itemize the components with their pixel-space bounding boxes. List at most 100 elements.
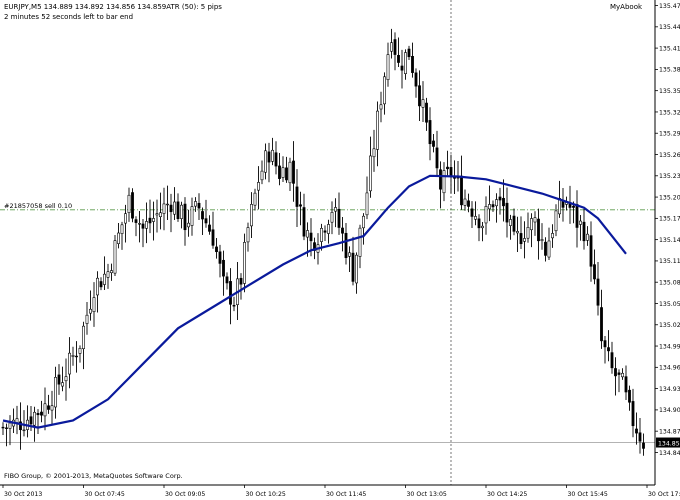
candle[interactable] <box>435 130 439 177</box>
candle[interactable] <box>474 201 477 226</box>
candle[interactable] <box>337 192 341 235</box>
candle[interactable] <box>330 201 334 235</box>
candle[interactable] <box>421 81 425 122</box>
candle[interactable] <box>477 214 481 242</box>
candle[interactable] <box>348 246 351 273</box>
candle[interactable] <box>22 410 26 437</box>
candle[interactable] <box>418 70 421 122</box>
candle[interactable] <box>554 204 558 237</box>
candle[interactable] <box>442 162 446 202</box>
candle[interactable] <box>162 187 166 231</box>
candle[interactable] <box>71 346 75 366</box>
candle[interactable] <box>390 28 393 59</box>
candle[interactable] <box>596 261 600 316</box>
candle[interactable] <box>127 187 131 222</box>
candle[interactable] <box>1 422 5 436</box>
candle[interactable] <box>414 68 418 98</box>
candle[interactable] <box>190 197 194 236</box>
candle[interactable] <box>624 365 628 401</box>
candle[interactable] <box>78 345 82 363</box>
time-axis[interactable]: 30 Oct 2013 30 Oct 07:45 30 Oct 09:05 30 Oc… <box>2 485 680 498</box>
candle[interactable] <box>512 208 516 236</box>
candle[interactable] <box>547 227 551 260</box>
candle[interactable] <box>250 192 253 239</box>
candle[interactable] <box>211 211 215 249</box>
candle[interactable] <box>271 137 274 166</box>
candle[interactable] <box>523 221 526 259</box>
candle[interactable] <box>628 385 631 411</box>
candle[interactable] <box>463 189 467 211</box>
candle[interactable] <box>180 201 183 229</box>
candle[interactable] <box>201 207 204 236</box>
candle[interactable] <box>379 91 383 123</box>
candle[interactable] <box>362 213 365 245</box>
candle[interactable] <box>589 221 593 282</box>
candle[interactable] <box>439 161 442 209</box>
candle[interactable] <box>386 42 390 87</box>
candle[interactable] <box>505 187 509 238</box>
candle[interactable] <box>407 45 411 61</box>
candle[interactable] <box>253 188 257 211</box>
candle[interactable] <box>89 290 92 321</box>
candle[interactable] <box>509 214 512 240</box>
candle[interactable] <box>467 193 470 213</box>
candle[interactable] <box>64 358 68 401</box>
candle[interactable] <box>400 49 404 89</box>
candle[interactable] <box>169 193 173 233</box>
candle[interactable] <box>225 272 229 290</box>
candle[interactable] <box>278 152 281 186</box>
candle[interactable] <box>432 134 435 153</box>
candle[interactable] <box>99 277 103 291</box>
candle[interactable] <box>36 409 40 435</box>
candle[interactable] <box>92 282 96 327</box>
candle[interactable] <box>603 335 607 364</box>
candle[interactable] <box>376 101 379 167</box>
candle[interactable] <box>411 42 414 78</box>
candle[interactable] <box>526 212 530 243</box>
candle[interactable] <box>488 185 491 222</box>
moving-average-line[interactable] <box>2 174 627 429</box>
candle[interactable] <box>274 141 278 175</box>
candle[interactable] <box>96 271 99 313</box>
candle[interactable] <box>544 237 547 262</box>
candle[interactable] <box>183 197 187 246</box>
candle[interactable] <box>40 400 43 423</box>
candle[interactable] <box>285 156 288 183</box>
candle[interactable] <box>19 402 22 450</box>
candle[interactable] <box>218 244 222 278</box>
candle[interactable] <box>5 423 8 447</box>
candle[interactable] <box>208 215 211 235</box>
candle[interactable] <box>635 412 638 445</box>
candle[interactable] <box>397 37 400 68</box>
candle[interactable] <box>344 222 348 265</box>
candle[interactable] <box>610 341 614 374</box>
candle[interactable] <box>586 226 589 246</box>
candle[interactable] <box>369 136 372 198</box>
candle[interactable] <box>138 210 141 243</box>
candle[interactable] <box>600 289 603 349</box>
candle[interactable] <box>110 263 113 281</box>
candle[interactable] <box>292 141 295 202</box>
candle[interactable] <box>491 200 495 212</box>
candle[interactable] <box>358 224 362 269</box>
candle[interactable] <box>582 209 586 250</box>
candle[interactable] <box>288 157 292 192</box>
candle[interactable] <box>393 32 397 71</box>
candle[interactable] <box>470 201 474 228</box>
candle[interactable] <box>141 218 145 248</box>
candle[interactable] <box>516 216 519 253</box>
candle[interactable] <box>267 142 271 183</box>
candle[interactable] <box>257 166 260 210</box>
candle[interactable] <box>61 366 64 392</box>
candle[interactable] <box>593 249 596 285</box>
candle[interactable] <box>519 216 523 249</box>
candle[interactable] <box>383 72 386 115</box>
candle[interactable] <box>540 223 544 250</box>
candle[interactable] <box>68 337 71 389</box>
candle[interactable] <box>614 357 617 396</box>
candle[interactable] <box>246 222 250 252</box>
candle[interactable] <box>43 387 47 431</box>
candle[interactable] <box>264 143 267 180</box>
candle[interactable] <box>621 368 624 380</box>
